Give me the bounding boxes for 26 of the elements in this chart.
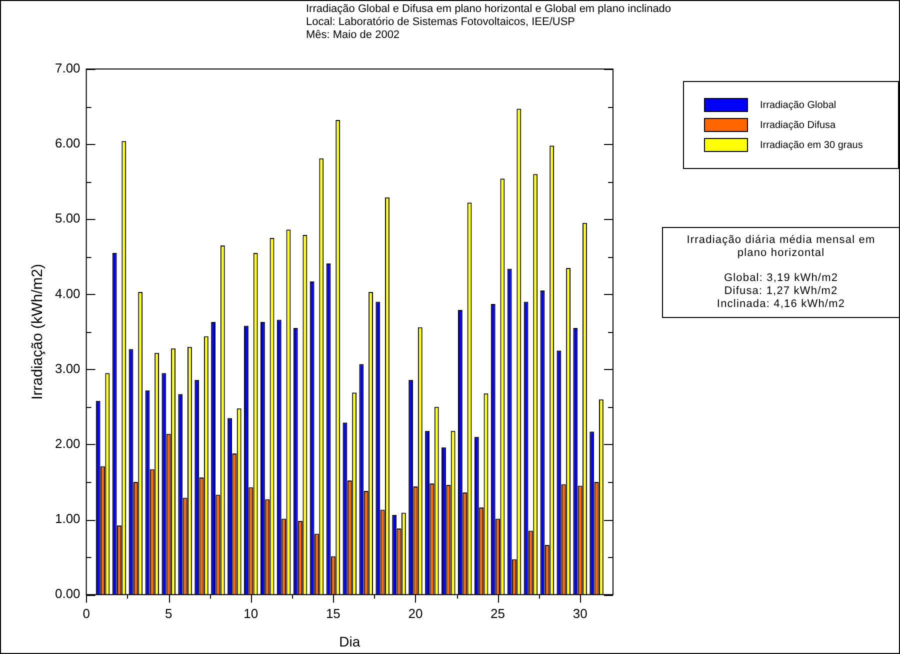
y-tick-label: 4.00 <box>54 286 80 301</box>
x-tick-label: 25 <box>490 606 506 621</box>
y-tick-label: 3.00 <box>54 360 80 376</box>
text: Global: 3,19 kWh/m2 <box>722 272 840 285</box>
x-tick-label: 15 <box>326 606 340 621</box>
x-axis-title: Dia <box>339 633 360 650</box>
x-tick-label: 0 <box>82 606 90 621</box>
x-tick-label: 5 <box>164 606 172 621</box>
y-tick-label: 2.00 <box>54 436 80 452</box>
y-tick-label: 6.00 <box>54 136 80 151</box>
text: Inclinada: 4,16 kWh/m2 <box>716 298 846 311</box>
text: Irradiação diária média mensal em plano horizontal <box>686 234 876 261</box>
x-tick-label: 30 <box>572 606 588 621</box>
y-tick-label: 0.00 <box>54 586 80 602</box>
legend-label: Irradiação Difusa <box>760 120 836 130</box>
legend-label: Irradiação Global <box>760 100 836 110</box>
y-tick-label: 7.00 <box>54 60 80 76</box>
chart-title: Irradiação Global e Difusa em plano horizontal e Global em plano inclinado <box>306 3 672 16</box>
x-tick-label: 10 <box>244 606 258 621</box>
chart-subtitle: Local: Laboratório de Sistemas Fotovoltaicos, IEE/USP Mês: Maio de 2002 <box>306 16 576 42</box>
legend-label: Irradiação em 30 graus <box>760 140 863 150</box>
text: Difusa: 1,27 kWh/m2 <box>723 285 839 298</box>
x-tick-label: 20 <box>408 606 423 621</box>
y-tick-label: 5.00 <box>54 210 80 226</box>
y-axis-title: Irradiação (kWh/m2) <box>29 264 46 400</box>
y-tick-label: 1.00 <box>54 511 80 526</box>
